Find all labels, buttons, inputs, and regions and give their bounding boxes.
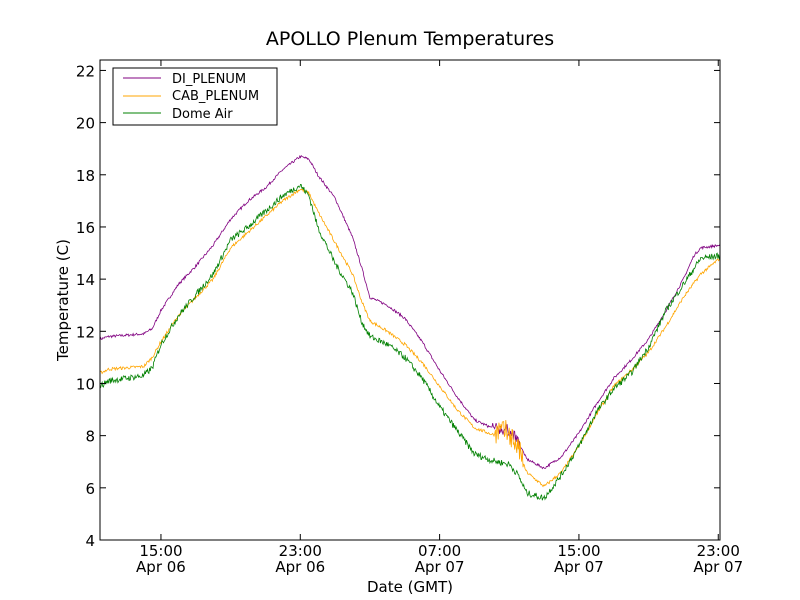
- y-axis-label: Temperature (C): [54, 239, 72, 362]
- y-tick-label: 16: [76, 219, 95, 237]
- y-tick-label: 10: [76, 375, 95, 393]
- x-tick-time-label: 15:00: [557, 542, 600, 560]
- y-tick-label: 18: [76, 167, 95, 185]
- y-tick-label: 20: [76, 115, 95, 133]
- y-tick-label: 22: [76, 62, 95, 80]
- x-tick-date-label: Apr 06: [136, 558, 186, 576]
- x-tick-date-label: Apr 07: [693, 558, 743, 576]
- y-tick-label: 14: [76, 271, 95, 289]
- legend-label-cab-plenum: CAB_PLENUM: [172, 89, 259, 104]
- x-tick-date-label: Apr 07: [415, 558, 465, 576]
- x-tick-date-label: Apr 06: [275, 558, 325, 576]
- legend: DI_PLENUM CAB_PLENUM Dome Air: [112, 67, 278, 126]
- x-tick-time-label: 23:00: [697, 542, 740, 560]
- x-tick-time-label: 23:00: [279, 542, 322, 560]
- plot-frame: [99, 59, 721, 541]
- series-line-cab-plenum: [99, 188, 721, 488]
- x-tick-time-label: 07:00: [418, 542, 461, 560]
- y-tick-label: 4: [85, 532, 95, 550]
- series-line-dome-air: [99, 183, 721, 501]
- y-tick-label: 6: [85, 480, 95, 498]
- chart-title: APOLLO Plenum Temperatures: [266, 28, 554, 50]
- y-tick-label: 12: [76, 323, 95, 341]
- y-tick-label: 8: [85, 428, 95, 446]
- legend-label-dome-air: Dome Air: [172, 107, 233, 122]
- x-axis-label: Date (GMT): [367, 578, 453, 596]
- x-tick-date-label: Apr 07: [554, 558, 604, 576]
- series-line-di-plenum: [99, 155, 721, 470]
- legend-label-di-plenum: DI_PLENUM: [172, 72, 246, 87]
- x-tick-time-label: 15:00: [139, 542, 182, 560]
- series-layer: [99, 155, 721, 501]
